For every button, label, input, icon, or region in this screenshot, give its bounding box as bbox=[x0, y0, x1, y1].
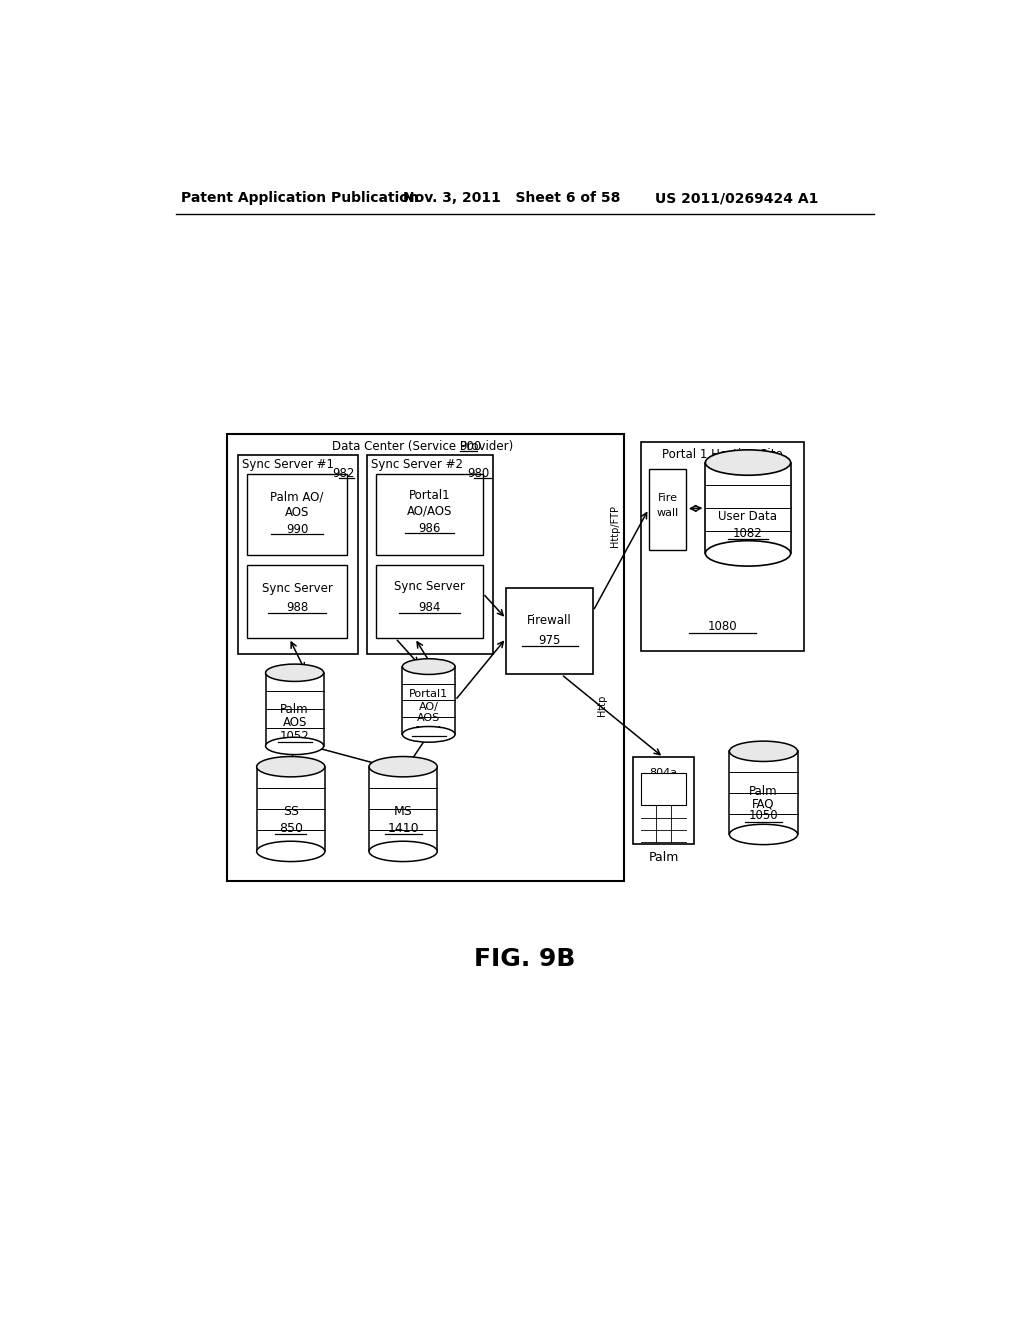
Text: 988: 988 bbox=[286, 601, 308, 614]
FancyBboxPatch shape bbox=[641, 442, 804, 651]
FancyBboxPatch shape bbox=[376, 565, 483, 638]
Polygon shape bbox=[729, 751, 798, 834]
Text: SS: SS bbox=[283, 805, 299, 818]
Text: wall: wall bbox=[656, 508, 679, 519]
Text: 986: 986 bbox=[418, 521, 440, 535]
Text: Palm AO/: Palm AO/ bbox=[270, 491, 324, 504]
Ellipse shape bbox=[706, 450, 791, 475]
Ellipse shape bbox=[265, 664, 324, 681]
Text: Sync Server #2: Sync Server #2 bbox=[371, 458, 463, 471]
Text: Portal1: Portal1 bbox=[410, 689, 449, 698]
Text: 1410: 1410 bbox=[387, 822, 419, 834]
Text: 900: 900 bbox=[460, 440, 482, 453]
Text: AOS: AOS bbox=[283, 717, 307, 730]
Ellipse shape bbox=[265, 738, 324, 755]
Text: Palm: Palm bbox=[281, 704, 309, 717]
Text: Fire: Fire bbox=[657, 492, 678, 503]
Text: AOS: AOS bbox=[285, 506, 309, 519]
Text: Sync Server #1: Sync Server #1 bbox=[242, 458, 334, 471]
Ellipse shape bbox=[729, 824, 798, 845]
Text: AOS: AOS bbox=[417, 713, 440, 723]
Ellipse shape bbox=[257, 841, 325, 862]
Ellipse shape bbox=[706, 541, 791, 566]
Text: Palm: Palm bbox=[648, 851, 679, 865]
Text: 1052: 1052 bbox=[280, 730, 309, 743]
Text: User Data: User Data bbox=[719, 510, 777, 523]
Text: 1054: 1054 bbox=[415, 726, 442, 735]
Text: Sync Server: Sync Server bbox=[261, 582, 333, 594]
Text: Data Center (Service Provider): Data Center (Service Provider) bbox=[332, 440, 513, 453]
FancyBboxPatch shape bbox=[247, 565, 347, 638]
Text: MS: MS bbox=[394, 805, 413, 818]
Text: 850: 850 bbox=[279, 822, 303, 834]
Text: Portal1: Portal1 bbox=[409, 490, 451, 502]
FancyBboxPatch shape bbox=[376, 474, 483, 554]
Polygon shape bbox=[257, 767, 325, 851]
Text: US 2011/0269424 A1: US 2011/0269424 A1 bbox=[655, 191, 818, 206]
Polygon shape bbox=[265, 673, 324, 746]
FancyBboxPatch shape bbox=[247, 474, 347, 554]
FancyBboxPatch shape bbox=[506, 589, 593, 675]
Text: FAQ: FAQ bbox=[753, 797, 775, 810]
Ellipse shape bbox=[729, 741, 798, 762]
FancyBboxPatch shape bbox=[238, 455, 358, 653]
Ellipse shape bbox=[402, 726, 455, 742]
Polygon shape bbox=[402, 667, 455, 734]
Text: Http: Http bbox=[597, 694, 607, 715]
Text: AO/AOS: AO/AOS bbox=[407, 504, 453, 517]
FancyBboxPatch shape bbox=[641, 774, 686, 805]
FancyBboxPatch shape bbox=[649, 469, 686, 549]
Text: 984: 984 bbox=[418, 601, 440, 614]
Ellipse shape bbox=[369, 841, 437, 862]
Text: 1082: 1082 bbox=[733, 527, 763, 540]
FancyBboxPatch shape bbox=[227, 434, 624, 880]
Text: 1050: 1050 bbox=[749, 809, 778, 822]
Text: Patent Application Publication: Patent Application Publication bbox=[180, 191, 419, 206]
Ellipse shape bbox=[257, 756, 325, 777]
Ellipse shape bbox=[402, 659, 455, 675]
Text: 990: 990 bbox=[286, 523, 308, 536]
Text: 982: 982 bbox=[332, 467, 354, 480]
Text: Palm: Palm bbox=[750, 785, 778, 797]
Text: Sync Server: Sync Server bbox=[394, 579, 465, 593]
Polygon shape bbox=[706, 462, 791, 553]
Text: Http/FTP: Http/FTP bbox=[609, 506, 620, 548]
Text: Nov. 3, 2011   Sheet 6 of 58: Nov. 3, 2011 Sheet 6 of 58 bbox=[403, 191, 621, 206]
FancyBboxPatch shape bbox=[633, 758, 693, 843]
Text: 1080: 1080 bbox=[708, 620, 737, 634]
Text: Portal 1 Hosting Site: Portal 1 Hosting Site bbox=[663, 449, 782, 462]
Ellipse shape bbox=[369, 756, 437, 777]
Text: Firewall: Firewall bbox=[527, 614, 572, 627]
Polygon shape bbox=[369, 767, 437, 851]
Text: AO/: AO/ bbox=[419, 702, 438, 711]
FancyBboxPatch shape bbox=[367, 455, 493, 653]
Text: 975: 975 bbox=[539, 634, 561, 647]
Text: 804a: 804a bbox=[649, 768, 678, 777]
Text: FIG. 9B: FIG. 9B bbox=[474, 948, 575, 972]
Text: 980: 980 bbox=[467, 467, 489, 480]
